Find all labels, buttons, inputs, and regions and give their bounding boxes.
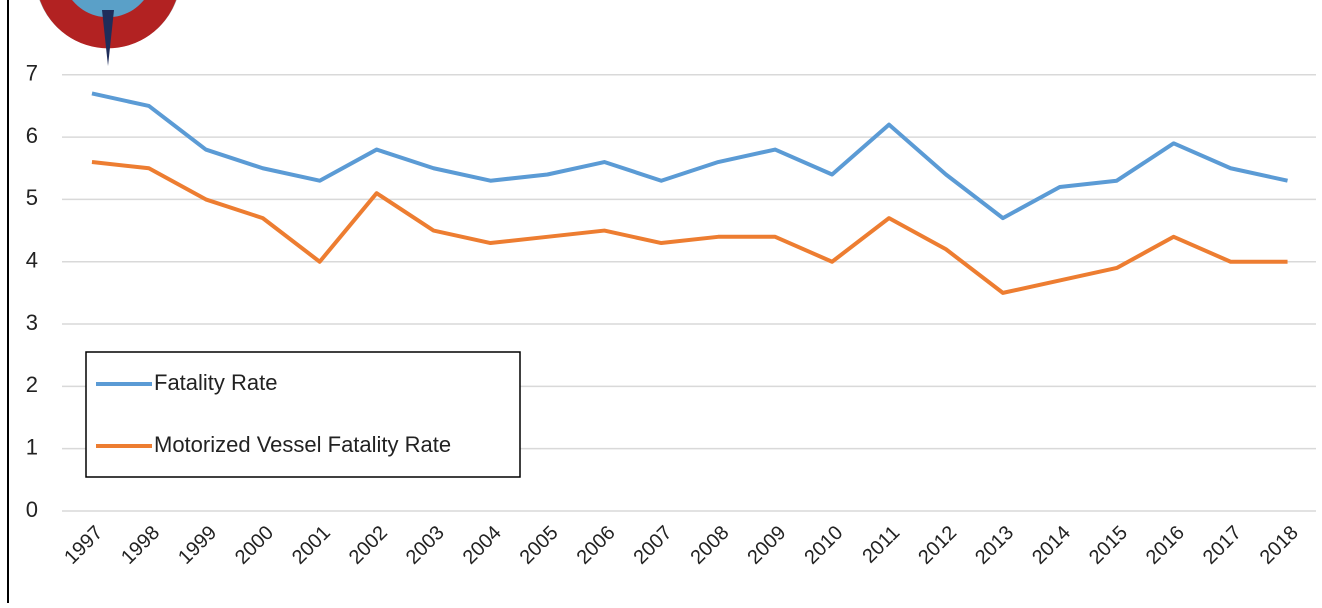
y-tick-label: 6 bbox=[26, 123, 38, 148]
x-tick-label: 2007 bbox=[630, 522, 677, 569]
legend: Fatality Rate Motorized Vessel Fatality R… bbox=[85, 351, 521, 478]
x-tick-label: 2011 bbox=[858, 522, 904, 568]
x-tick-label: 2004 bbox=[459, 522, 506, 569]
x-tick-label: 1998 bbox=[117, 522, 164, 569]
x-tick-label: 2008 bbox=[686, 522, 733, 569]
x-tick-label: 1999 bbox=[174, 522, 221, 569]
x-tick-label: 2005 bbox=[516, 522, 563, 569]
x-tick-label: 2018 bbox=[1256, 522, 1303, 569]
y-tick-label: 4 bbox=[26, 248, 38, 273]
y-tick-label: 1 bbox=[26, 434, 38, 459]
x-tick-label: 2017 bbox=[1199, 522, 1246, 569]
plot: 0 1 2 3 4 5 6 7 1997 1998 1999 2000 2001 2002 2003 2004… bbox=[26, 61, 1316, 569]
legend-label: Fatality Rate bbox=[154, 370, 278, 395]
x-tick-label: 2010 bbox=[800, 522, 847, 569]
y-tick-label: 2 bbox=[26, 372, 38, 397]
data-line bbox=[91, 160, 1288, 295]
logo bbox=[39, 0, 177, 66]
x-tick-label: 2003 bbox=[402, 522, 449, 569]
x-tick-label: 2013 bbox=[971, 522, 1018, 569]
x-tick-label: 2015 bbox=[1085, 522, 1132, 569]
x-tick-label: 2012 bbox=[914, 522, 961, 569]
y-tick-label: 3 bbox=[26, 310, 38, 335]
legend-label: Motorized Vessel Fatality Rate bbox=[154, 432, 451, 457]
x-tick-label: 2002 bbox=[345, 522, 392, 569]
x-tick-label: 2009 bbox=[743, 522, 790, 569]
y-tick-label: 5 bbox=[26, 185, 38, 210]
legend-box bbox=[85, 351, 521, 478]
x-tick-label: 2001 bbox=[288, 522, 335, 569]
x-tick-label: 2016 bbox=[1142, 522, 1189, 569]
y-tick-label: 7 bbox=[26, 61, 38, 86]
x-tick-label: 2000 bbox=[231, 522, 278, 569]
data-line bbox=[91, 91, 1288, 221]
y-tick-label: 0 bbox=[26, 497, 38, 522]
x-tick-label: 2014 bbox=[1028, 522, 1075, 569]
x-tick-label: 2006 bbox=[573, 522, 620, 569]
x-tick-label: 1997 bbox=[60, 522, 107, 569]
